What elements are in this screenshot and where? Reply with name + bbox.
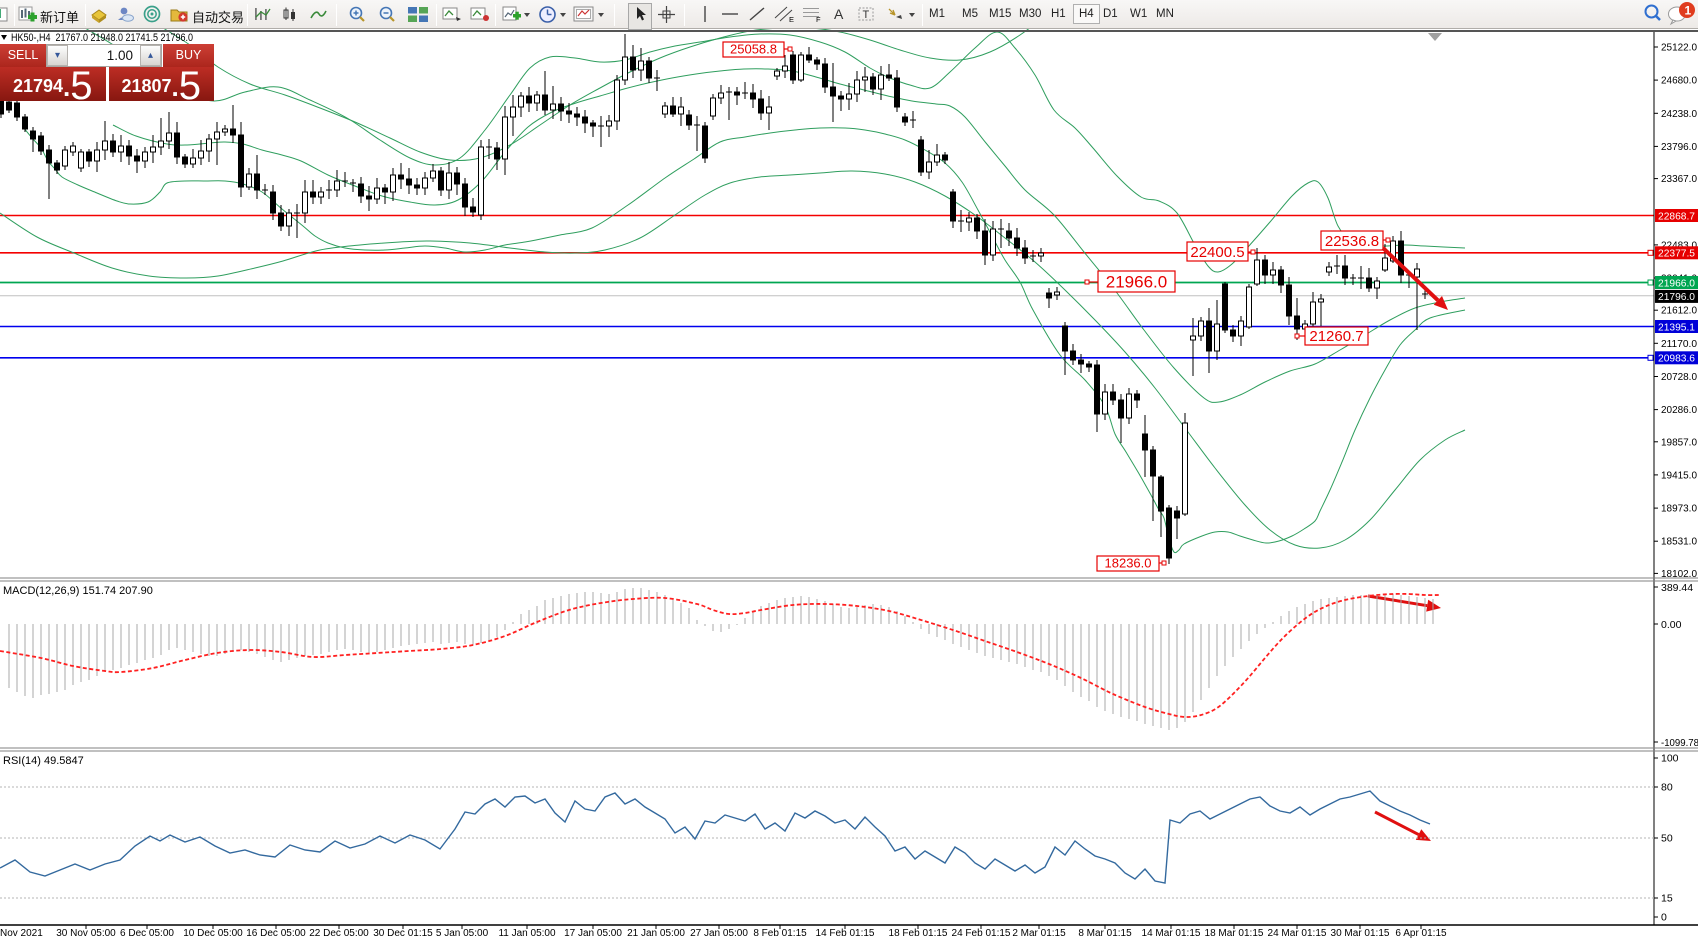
svg-text:22868.7: 22868.7	[1658, 210, 1695, 222]
svg-text:0: 0	[1661, 912, 1667, 924]
svg-text:23367.0: 23367.0	[1661, 173, 1697, 185]
svg-text:20286.0: 20286.0	[1661, 404, 1697, 416]
svg-text:21966.0: 21966.0	[1658, 277, 1695, 289]
svg-text:0.00: 0.00	[1661, 619, 1682, 631]
svg-text:19415.0: 19415.0	[1661, 469, 1697, 481]
svg-text:23796.0: 23796.0	[1661, 141, 1697, 153]
svg-text:17 Jan 05:00: 17 Jan 05:00	[564, 928, 622, 939]
svg-text:80: 80	[1661, 782, 1673, 794]
svg-text:24 Feb 01:15: 24 Feb 01:15	[952, 928, 1011, 939]
svg-text:389.44: 389.44	[1661, 582, 1693, 594]
svg-text:30 Dec 01:15: 30 Dec 01:15	[373, 928, 433, 939]
svg-text:2 Mar 01:15: 2 Mar 01:15	[1012, 928, 1066, 939]
svg-text:18531.0: 18531.0	[1661, 536, 1697, 548]
svg-text:18 Feb 01:15: 18 Feb 01:15	[889, 928, 948, 939]
svg-text:21 Jan 05:00: 21 Jan 05:00	[627, 928, 685, 939]
svg-text:10 Dec 05:00: 10 Dec 05:00	[183, 928, 243, 939]
svg-text:Nov 2021: Nov 2021	[0, 928, 43, 939]
svg-text:11 Jan 05:00: 11 Jan 05:00	[498, 928, 556, 939]
svg-text:21966.0: 21966.0	[1106, 272, 1167, 291]
svg-text:18236.0: 18236.0	[1105, 556, 1152, 571]
svg-text:30 Mar 01:15: 30 Mar 01:15	[1331, 928, 1390, 939]
svg-text:22 Dec 05:00: 22 Dec 05:00	[309, 928, 369, 939]
svg-text:19857.0: 19857.0	[1661, 436, 1697, 448]
svg-text:21260.7: 21260.7	[1309, 328, 1363, 345]
svg-text:27 Jan 05:00: 27 Jan 05:00	[690, 928, 748, 939]
svg-text:-1099.78: -1099.78	[1661, 737, 1698, 749]
svg-text:24238.0: 24238.0	[1661, 108, 1697, 120]
svg-text:18973.0: 18973.0	[1661, 503, 1697, 515]
svg-text:50: 50	[1661, 833, 1673, 845]
svg-text:21612.0: 21612.0	[1661, 305, 1697, 317]
svg-text:21170.0: 21170.0	[1661, 338, 1697, 350]
svg-text:RSI(14) 49.5847: RSI(14) 49.5847	[3, 755, 84, 767]
svg-text:F: F	[816, 15, 821, 23]
svg-text:24680.0: 24680.0	[1661, 75, 1697, 87]
svg-text:18102.0: 18102.0	[1661, 568, 1697, 580]
svg-text:MACD(12,26,9) 151.74 207.90: MACD(12,26,9) 151.74 207.90	[3, 585, 153, 597]
svg-text:14 Mar 01:15: 14 Mar 01:15	[1142, 928, 1201, 939]
svg-text:HK50-,H4 21767.0 21948.0 2174: HK50-,H4 21767.0 21948.0 21741.5 21796.0	[11, 32, 193, 44]
svg-text:16 Dec 05:00: 16 Dec 05:00	[246, 928, 306, 939]
svg-text:A: A	[834, 6, 844, 22]
svg-text:E: E	[789, 15, 794, 23]
svg-text:30 Nov 05:00: 30 Nov 05:00	[56, 928, 116, 939]
svg-text:22377.5: 22377.5	[1658, 248, 1695, 260]
svg-text:21395.1: 21395.1	[1658, 321, 1695, 333]
svg-text:6 Dec 05:00: 6 Dec 05:00	[120, 928, 174, 939]
svg-text:20728.0: 20728.0	[1661, 371, 1697, 383]
svg-text:21796.0: 21796.0	[1658, 291, 1695, 303]
svg-text:8 Mar 01:15: 8 Mar 01:15	[1078, 928, 1132, 939]
svg-text:T: T	[863, 9, 870, 21]
svg-text:25058.8: 25058.8	[730, 42, 777, 57]
svg-text:20983.6: 20983.6	[1658, 353, 1695, 365]
svg-text:8 Feb 01:15: 8 Feb 01:15	[753, 928, 807, 939]
svg-text:25122.0: 25122.0	[1661, 42, 1697, 54]
svg-text:100: 100	[1661, 753, 1679, 765]
svg-text:14 Feb 01:15: 14 Feb 01:15	[816, 928, 875, 939]
svg-text:18 Mar 01:15: 18 Mar 01:15	[1205, 928, 1264, 939]
svg-text:6 Apr 01:15: 6 Apr 01:15	[1395, 928, 1447, 939]
svg-text:1: 1	[1685, 4, 1692, 18]
svg-text:5 Jan 05:00: 5 Jan 05:00	[436, 928, 489, 939]
svg-text:15: 15	[1661, 893, 1673, 905]
svg-text:22400.5: 22400.5	[1190, 244, 1244, 261]
svg-text:22536.8: 22536.8	[1325, 233, 1379, 250]
svg-text:24 Mar 01:15: 24 Mar 01:15	[1268, 928, 1327, 939]
